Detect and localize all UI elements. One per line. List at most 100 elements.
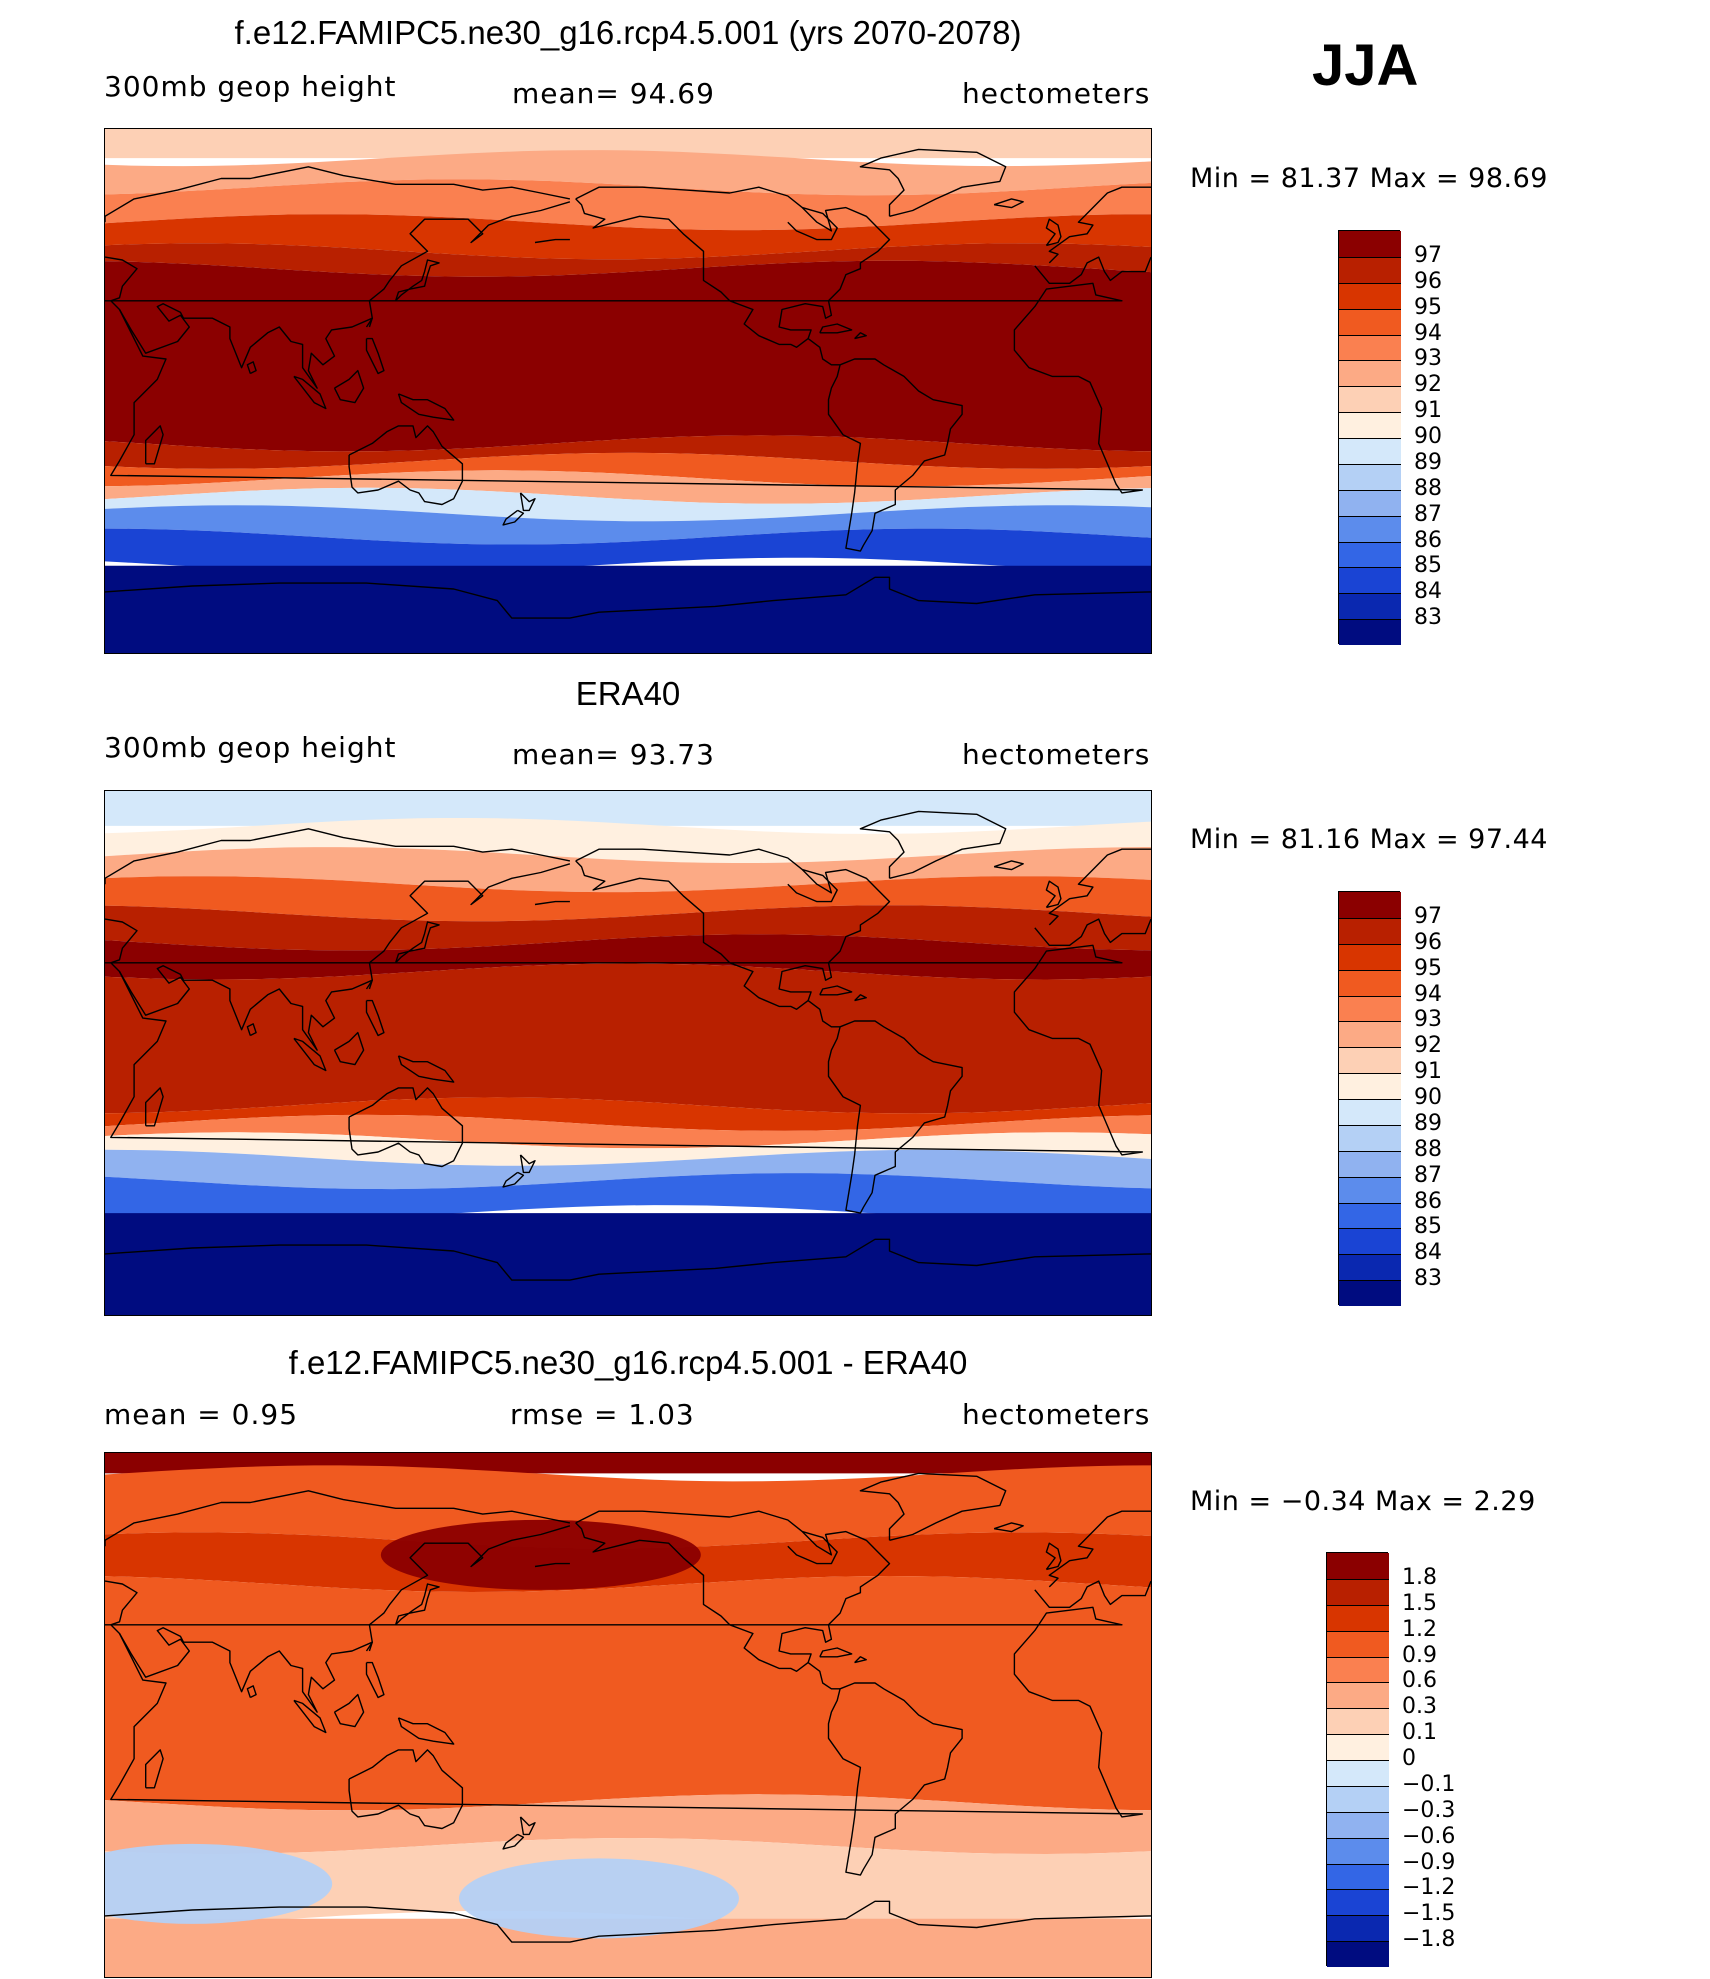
coastline [145,425,164,465]
panel3-units-label: hectometers [962,1398,1151,1431]
colorbar-tick-label: 84 [1414,1240,1442,1266]
panel1-minmax: Min = 81.37 Max = 98.69 [1190,163,1548,194]
coastline [145,1087,164,1127]
coastline [145,1749,164,1789]
north-pacific-maximum [380,1519,701,1590]
colorbar-swatch [1327,1889,1389,1916]
coastline [519,1816,536,1836]
coastline [105,1580,138,1626]
contour-band [105,505,1151,545]
colorbar-swatch [1339,231,1401,257]
coastline [365,999,385,1037]
coastline [246,1023,257,1037]
colorbar-swatch [1339,567,1401,594]
coastline [394,921,440,964]
colorbar-tick-label: 1.5 [1402,1590,1437,1616]
colorbar-swatch [1327,1941,1389,1967]
coastline [859,810,1007,879]
coastline [787,868,838,903]
coastline [993,198,1024,209]
colorbar-tick-label: −1.5 [1402,1901,1456,1927]
colorbar-tick-label: 84 [1414,579,1442,605]
colorbar-frame [1338,230,1401,645]
coastline [1045,1542,1062,1571]
colorbar-frame [1338,891,1401,1306]
colorbar-swatch [1327,1760,1389,1786]
coastline [534,1562,570,1568]
colorbar-swatch [1339,943,1401,970]
coastline [1048,186,1151,264]
colorbar-swatch [1327,1915,1389,1942]
colorbar-swatch [1339,282,1401,309]
contour-band [105,565,1151,653]
colorbar-swatch [1339,463,1401,490]
colorbar-tick-label: 89 [1414,1110,1442,1136]
colorbar-tick-label: 90 [1414,1085,1442,1110]
coastline [105,576,1151,619]
colorbar-swatch [1339,541,1401,568]
coastline [246,1685,257,1699]
contour-band [105,1173,1151,1222]
contour-band [105,963,1151,1114]
colorbar-swatch [1339,1202,1401,1229]
colorbar-tick-label: 0.6 [1402,1668,1437,1694]
coastline [397,1055,455,1083]
coastline [827,358,963,552]
colorbar-tick-label: 83 [1414,1266,1442,1292]
contour-band [105,847,1151,893]
colorbar-swatch [1327,1604,1389,1631]
coastline [854,1656,867,1664]
colorbar-swatch [1339,1099,1401,1125]
coastline [819,1647,853,1658]
colorbar-tick-label: −1.2 [1402,1875,1456,1901]
colorbar-tick-label: 87 [1414,1162,1442,1188]
colorbar-swatch [1339,256,1401,283]
colorbar-tick-label: 94 [1414,320,1442,346]
colorbar-swatch [1339,334,1401,361]
coastline [105,1900,1151,1943]
contour-band [105,150,1151,196]
colorbar-tick-label: 91 [1414,398,1442,424]
coastline [519,492,536,512]
coastline [105,1606,1143,1818]
panel3-mean-label: mean = 0.95 [104,1398,299,1431]
panel2-contour-bands [105,791,1151,1315]
colorbar-frame [1326,1552,1389,1967]
colorbar-swatch [1339,969,1401,996]
colorbar-swatch [1327,1708,1389,1735]
coastline [827,1682,963,1876]
colorbar-tick-label: 94 [1414,981,1442,1007]
panel1-field-label: 300mb geop height [104,70,397,103]
contour-band [105,1213,1151,1315]
coastline [993,860,1024,871]
coastline [348,1087,464,1168]
coastline [105,166,571,217]
coastline [118,1525,571,1713]
colorbar-swatch [1339,412,1401,438]
panel3-contour-features [105,1519,739,1939]
coastline [502,509,525,526]
colorbar-tick-label: 96 [1414,268,1442,294]
contour-band [105,1465,1151,1549]
panel2-field-label: 300mb geop height [104,731,397,764]
coastline [859,1472,1007,1541]
colorbar-swatch [1339,1228,1401,1255]
colorbar-swatch [1327,1553,1389,1579]
panel2-title: ERA40 [575,675,681,712]
panel1-mean-label: mean= 94.69 [512,77,715,110]
colorbar-swatch [1339,995,1401,1022]
colorbar-tick-label: 92 [1414,1033,1442,1059]
panel1-coastlines [105,148,1151,619]
coastline [1034,918,1151,946]
coastline [105,1490,571,1541]
contour-band [105,876,1151,922]
coastline [365,979,373,990]
south-pacific-minimum [458,1858,739,1939]
panel3-colorbar: 1.8 1.5 1.2 0.9 0.6 0.3 0.1 0 −0.1 −0.3 −0.6 −0.9 −1… [1326,1552,1455,1967]
colorbar-tick-label: 85 [1414,553,1442,579]
colorbar-tick-label: 89 [1414,449,1442,475]
contour-band [105,528,1151,574]
coastline [105,256,138,302]
contour-band [105,1794,1151,1854]
colorbar-tick-label: 95 [1414,955,1442,981]
